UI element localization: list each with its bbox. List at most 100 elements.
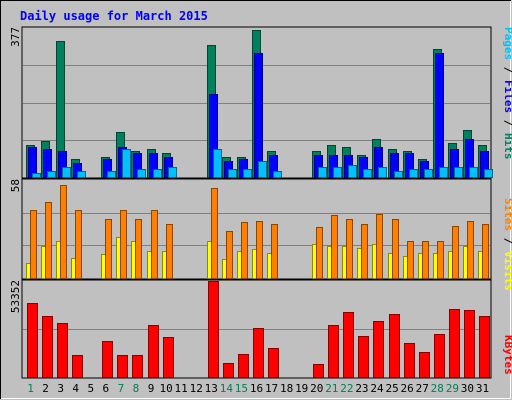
bar-sites-day-10 [166,224,173,279]
legend-text: Sites / Visits [502,198,512,291]
day-label-5: 5 [87,382,94,395]
bar-kbytes-day-25 [389,314,400,378]
bar-kbytes-day-22 [343,312,354,378]
panel2-legend: Sites / Visits [502,198,512,291]
bar-pages-day-3 [62,167,71,178]
legend-text: Pages / Files / Hits [502,27,512,160]
legend-files: Files [502,80,512,113]
day-label-12: 12 [190,382,203,395]
bar-kbytes-day-3 [57,323,68,378]
bar-sites-day-1 [30,210,37,279]
bar-sites-day-22 [346,219,353,279]
day-label-20: 20 [310,382,323,395]
bar-sites-day-3 [60,185,67,279]
bar-sites-day-28 [437,241,444,279]
bar-kbytes-day-31 [479,316,490,378]
day-label-16: 16 [250,382,263,395]
legend-hits: Hits [502,133,512,160]
day-label-23: 23 [355,382,368,395]
bar-pages-day-28 [439,167,448,178]
day-label-11: 11 [175,382,188,395]
day-label-6: 6 [103,382,110,395]
bar-sites-day-7 [120,210,127,279]
bars-hits-files-pages [26,30,493,178]
bar-pages-day-6 [107,171,116,178]
day-label-14: 14 [220,382,234,395]
bar-kbytes-day-2 [42,316,53,378]
bar-pages-day-17 [273,171,282,178]
day-label-17: 17 [265,382,278,395]
bar-sites-day-13 [211,188,218,279]
x-axis-day-labels: 1 2 3 4 5 6 7 8 9 10 11 12 13 14 15 16 17 18 19 20 21 22 23 24 2… [27,382,489,395]
day-label-29: 29 [446,382,459,395]
day-label-10: 10 [159,382,172,395]
day-label-22: 22 [340,382,353,395]
day-label-1: 1 [27,382,34,395]
bar-kbytes-day-9 [148,325,159,378]
bar-pages-day-9 [153,169,162,178]
bar-pages-day-30 [469,167,478,178]
day-label-21: 21 [325,382,338,395]
bar-kbytes-day-28 [434,334,445,378]
panel3-legend: KBytes [502,335,512,375]
bar-sites-day-4 [75,210,82,279]
bar-sites-day-27 [422,241,429,279]
panel2-max-label: 58 [9,179,22,192]
panel1-max-label: 377 [9,27,22,47]
bar-pages-day-15 [243,169,252,178]
bar-kbytes-day-29 [449,309,460,378]
day-label-15: 15 [235,382,248,395]
bar-kbytes-day-7 [117,355,128,378]
bar-kbytes-day-14 [223,363,234,378]
bar-sites-day-30 [467,221,474,279]
day-label-30: 30 [461,382,474,395]
day-label-9: 9 [148,382,155,395]
day-label-3: 3 [57,382,64,395]
bar-kbytes-day-20 [313,364,324,378]
bar-sites-day-24 [376,214,383,279]
bar-sites-day-31 [482,224,489,279]
bar-pages-day-20 [318,167,327,178]
legend-visits: Visits [502,251,512,291]
bar-sites-day-15 [241,222,248,279]
bar-kbytes-day-15 [238,354,249,378]
bar-kbytes-day-1 [27,303,38,378]
bar-pages-day-10 [168,167,177,178]
bar-kbytes-day-16 [253,328,264,378]
chart-title: Daily usage for March 2015 [20,9,208,23]
bar-kbytes-day-26 [404,343,415,378]
legend-separator: / [502,231,512,251]
bar-sites-day-14 [226,231,233,279]
bar-pages-day-22 [348,165,357,178]
bar-kbytes-day-23 [358,336,369,378]
bar-sites-day-6 [105,219,112,279]
day-label-13: 13 [205,382,218,395]
bar-sites-day-17 [271,224,278,279]
legend-pages: Pages [502,27,512,60]
bars-visits-sites [26,185,489,279]
bar-kbytes-day-21 [328,325,339,378]
bar-pages-day-21 [333,167,342,178]
bar-sites-day-16 [256,221,263,279]
bar-kbytes-day-6 [102,341,113,378]
bar-pages-day-4 [77,171,86,178]
bar-sites-day-25 [392,219,399,279]
bar-kbytes-day-8 [132,355,143,378]
bar-kbytes-day-4 [72,355,83,378]
bars-kbytes [27,281,490,378]
bar-kbytes-day-24 [373,321,384,378]
bar-pages-day-27 [424,169,433,178]
legend-text: KBytes [502,335,512,375]
bar-pages-day-8 [137,169,146,178]
panel3-max-label: 53352 [9,280,22,313]
bar-files-day-16 [254,53,263,178]
bar-sites-day-2 [45,202,52,279]
bar-pages-day-16 [258,161,267,178]
day-label-27: 27 [416,382,429,395]
day-label-31: 31 [476,382,489,395]
day-label-26: 26 [401,382,414,395]
bar-pages-day-31 [484,169,493,178]
bar-pages-day-2 [47,171,56,178]
bar-pages-day-26 [409,169,418,178]
